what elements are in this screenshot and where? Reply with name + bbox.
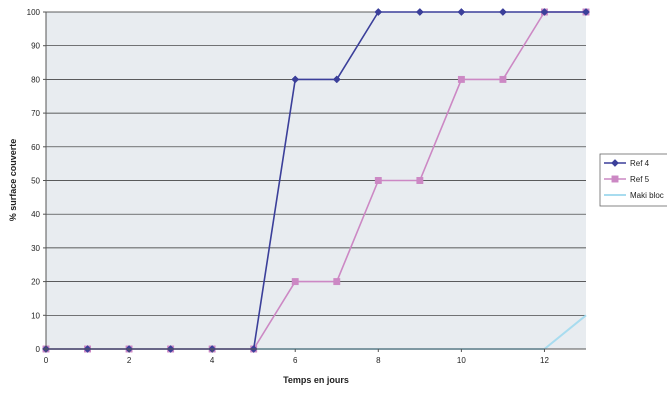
x-axis-title: Temps en jours (283, 375, 349, 385)
data-point-ref-4 (415, 8, 424, 16)
legend: Ref 4 Ref 5 Maki bloc (599, 153, 667, 207)
data-point-ref-5 (499, 75, 507, 83)
x-tick-label: 4 (210, 356, 215, 365)
y-tick-labels: 0 10 20 30 40 50 60 70 80 90 100 (27, 8, 46, 354)
legend-item-ref-5: Ref 5 (604, 175, 650, 184)
data-point-ref-5 (416, 177, 424, 184)
y-tick-label: 10 (31, 311, 40, 320)
y-tick-label: 100 (27, 8, 41, 17)
legend-marker (611, 159, 619, 167)
y-tick-label: 80 (31, 75, 40, 84)
x-tick-label: 2 (127, 356, 132, 365)
legend-label: Ref 4 (630, 159, 650, 168)
y-tick-label: 50 (31, 177, 40, 186)
data-point-ref-4 (291, 75, 300, 84)
data-point-ref-5 (374, 177, 382, 184)
data-point-ref-4 (457, 8, 466, 16)
y-tick-label: 70 (31, 109, 40, 118)
legend-label: Ref 5 (630, 175, 650, 184)
data-point-ref-4 (498, 8, 507, 16)
data-point-ref-4 (582, 8, 590, 16)
data-point-ref-4 (540, 8, 549, 16)
x-tick-label: 6 (293, 356, 298, 365)
data-point-ref-5 (291, 278, 299, 286)
y-tick-label: 40 (31, 210, 40, 219)
data-point-ref-5 (457, 75, 465, 83)
x-tick-label: 8 (376, 356, 381, 365)
data-point-ref-5 (333, 278, 341, 286)
legend-item-maki-bloc: Maki bloc (604, 191, 664, 200)
legend-item-ref-4: Ref 4 (604, 159, 650, 168)
y-tick-label: 60 (31, 143, 40, 152)
y-tick-label: 20 (31, 278, 40, 287)
legend-label: Maki bloc (630, 191, 664, 200)
data-point-ref-4 (374, 8, 383, 16)
y-tick-label: 90 (31, 42, 40, 51)
legend-marker (611, 175, 619, 183)
y-tick-label: 0 (36, 345, 41, 354)
x-tick-label: 0 (44, 356, 49, 365)
y-tick-label: 30 (31, 244, 40, 253)
x-tick-labels: 0 2 4 6 8 10 12 (44, 349, 549, 365)
x-tick-label: 12 (540, 356, 549, 365)
x-tick-label: 10 (457, 356, 466, 365)
y-axis-title: % surface couverte (8, 139, 18, 222)
data-point-ref-4 (332, 75, 341, 84)
